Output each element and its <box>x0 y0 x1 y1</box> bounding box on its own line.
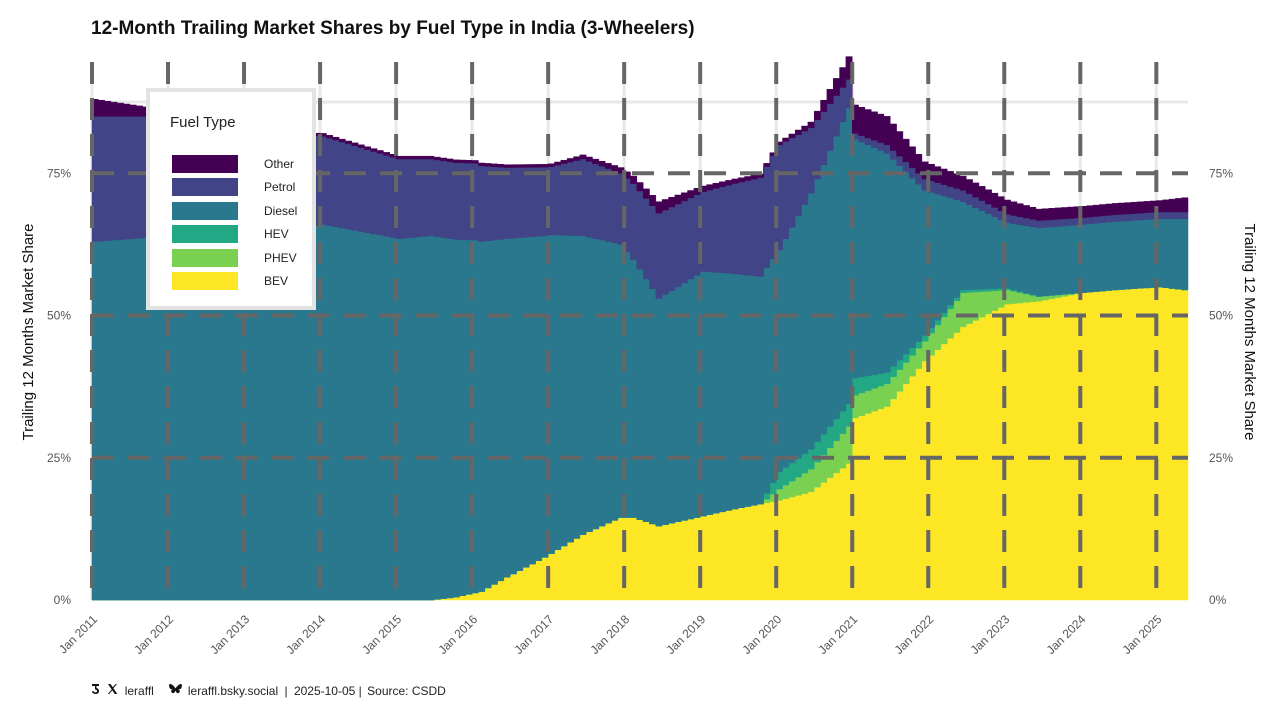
x-tick-label: Jan 2012 <box>131 612 176 657</box>
y-tick-label-left: 75% <box>47 166 71 180</box>
x-tick-label: Jan 2019 <box>663 612 708 657</box>
legend-swatch-other <box>172 155 238 173</box>
y-tick-label-right: 0% <box>1209 593 1227 607</box>
legend-item-bev: BEV <box>172 272 312 290</box>
x-tick-label: Jan 2025 <box>1120 612 1165 657</box>
x-tick-label: Jan 2016 <box>435 612 480 657</box>
x-tick-label: Jan 2017 <box>511 612 556 657</box>
thread-icon <box>90 683 104 698</box>
y-tick-label-left: 0% <box>54 593 72 607</box>
legend-item-phev: PHEV <box>172 249 312 267</box>
legend-label-petrol: Petrol <box>264 180 296 194</box>
legend-title: Fuel Type <box>170 114 236 131</box>
legend-swatch-bev <box>172 272 238 290</box>
legend-swatch-phev <box>172 249 238 267</box>
y-tick-label-right: 25% <box>1209 451 1233 465</box>
legend-label-hev: HEV <box>264 227 289 241</box>
x-tick-label: Jan 2011 <box>56 612 100 656</box>
x-tick-label: Jan 2015 <box>359 612 404 657</box>
legend-swatch-petrol <box>172 178 238 196</box>
butterfly-icon <box>168 683 185 698</box>
y-tick-label-right: 50% <box>1209 309 1233 323</box>
x-ticks: Jan 2011 Jan 2012 Jan 2013 Jan 2014 Jan 2015… <box>56 612 1165 657</box>
chart-title: 12-Month Trailing Market Shares by Fuel … <box>91 18 695 39</box>
legend-swatch-hev <box>172 225 238 243</box>
x-tick-label: Jan 2024 <box>1044 612 1089 657</box>
x-tick-label: Jan 2013 <box>207 612 252 657</box>
y-tick-label-right: 75% <box>1209 166 1233 180</box>
x-tick-label: Jan 2022 <box>892 612 937 657</box>
x-tick-label: Jan 2021 <box>816 612 861 657</box>
legend-label-diesel: Diesel <box>264 204 298 218</box>
legend-label-phev: PHEV <box>264 251 297 265</box>
x-icon <box>107 683 121 698</box>
footer-source: Source: CSDD <box>367 683 446 698</box>
legend-swatch-diesel <box>172 202 238 220</box>
area-other <box>91 56 1189 221</box>
legend-item-hev: HEV <box>172 225 312 243</box>
footer-separator-2: | <box>358 683 362 698</box>
x-tick-label: Jan 2020 <box>740 612 785 657</box>
y-axis-title-right: Trailing 12 Months Market Share <box>1241 223 1258 440</box>
footer-separator-1: | <box>284 683 288 698</box>
legend-item-other: Other <box>172 155 312 173</box>
y-tick-label-left: 25% <box>47 451 71 465</box>
footer-date: 2025-10-05 <box>293 683 356 698</box>
footer-handle-bsky: leraffl.bsky.social <box>187 683 279 698</box>
legend-item-petrol: Petrol <box>172 178 312 196</box>
legend-label-other: Other <box>264 157 295 171</box>
y-ticks-left: 0% 25% 50% 75% <box>47 166 71 607</box>
legend-label-bev: BEV <box>264 274 289 288</box>
y-ticks-right: 0% 25% 50% 75% <box>1209 166 1233 607</box>
x-tick-label: Jan 2014 <box>283 612 328 657</box>
footer-handle-x: leraffl <box>124 683 154 698</box>
y-axis-title-left: Trailing 12 Months Market Share <box>20 223 37 440</box>
x-tick-label: Jan 2023 <box>968 612 1013 657</box>
y-tick-label-left: 50% <box>47 309 71 323</box>
legend: Fuel Type Other Petrol Diesel HEV PHEV B… <box>146 88 316 310</box>
legend-item-diesel: Diesel <box>172 202 312 220</box>
x-tick-label: Jan 2018 <box>587 612 632 657</box>
dashed-grid <box>90 62 1188 600</box>
footer-caption: leraffl leraffl.bsky.social | 2025-10-05… <box>90 683 446 698</box>
